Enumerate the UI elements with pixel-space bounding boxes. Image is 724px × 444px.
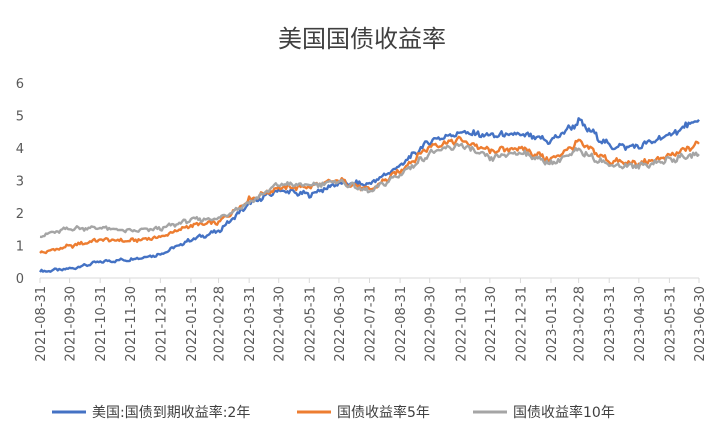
x-tick-label: 2022-12-31 — [514, 286, 529, 362]
y-tick-label: 6 — [16, 77, 24, 92]
x-tick-label: 2022-07-31 — [364, 286, 379, 362]
x-tick-label: 2023-03-31 — [603, 286, 618, 362]
y-tick-label: 0 — [16, 272, 24, 287]
series-3 — [39, 142, 700, 239]
x-tick-label: 2022-11-30 — [484, 286, 499, 362]
series-1 — [39, 117, 700, 273]
x-tick-label: 2021-12-31 — [154, 286, 169, 362]
legend-label: 国债收益率5年 — [337, 404, 430, 421]
series-line — [39, 142, 700, 239]
x-tick-label: 2022-08-31 — [394, 286, 409, 362]
y-tick-label: 5 — [16, 110, 24, 125]
x-tick-label: 2022-06-30 — [333, 286, 348, 362]
x-tick-label: 2021-11-30 — [124, 286, 139, 362]
legend-item: 美国:国债到期收益率:2年 — [52, 404, 250, 421]
x-tick-label: 2022-05-31 — [303, 286, 318, 362]
series-line — [39, 117, 700, 273]
x-tick-label: 2022-10-31 — [454, 286, 469, 362]
x-tick-label: 2022-03-31 — [243, 286, 258, 362]
x-tick-label: 2023-01-31 — [545, 286, 560, 362]
x-tick-label: 2022-09-30 — [424, 286, 439, 362]
series-layer — [39, 117, 700, 273]
x-tick-label: 2021-09-30 — [64, 286, 79, 362]
x-tick-label: 2023-04-30 — [633, 286, 648, 362]
x-tick-label: 2021-10-31 — [94, 286, 109, 362]
axes: 0 1 2 3 4 5 6 2021-08-31 2021-09-30 2021-10-31 202… — [16, 77, 708, 362]
legend-item: 国债收益率5年 — [297, 404, 430, 421]
x-tick-label: 2023-02-28 — [573, 286, 588, 362]
legend-label: 国债收益率10年 — [513, 404, 615, 421]
x-tick-label: 2022-01-31 — [185, 286, 200, 362]
y-tick-label: 4 — [16, 142, 24, 157]
x-tick-label: 2022-02-28 — [213, 286, 228, 362]
legend: 美国:国债到期收益率:2年 国债收益率5年 国债收益率10年 — [52, 404, 615, 421]
x-tick-label: 2023-06-30 — [693, 286, 708, 362]
x-tick-label: 2023-05-31 — [663, 286, 678, 362]
chart-title: 美国国债收益率 — [278, 25, 446, 53]
legend-label: 美国:国债到期收益率:2年 — [92, 404, 250, 421]
y-tick-label: 2 — [16, 207, 24, 222]
legend-item: 国债收益率10年 — [473, 404, 615, 421]
x-tick-label: 2021-08-31 — [34, 286, 49, 362]
y-tick-label: 1 — [16, 240, 24, 255]
series-line — [39, 135, 700, 255]
y-tick-label: 3 — [16, 175, 24, 190]
x-tick-label: 2022-04-30 — [273, 286, 288, 362]
